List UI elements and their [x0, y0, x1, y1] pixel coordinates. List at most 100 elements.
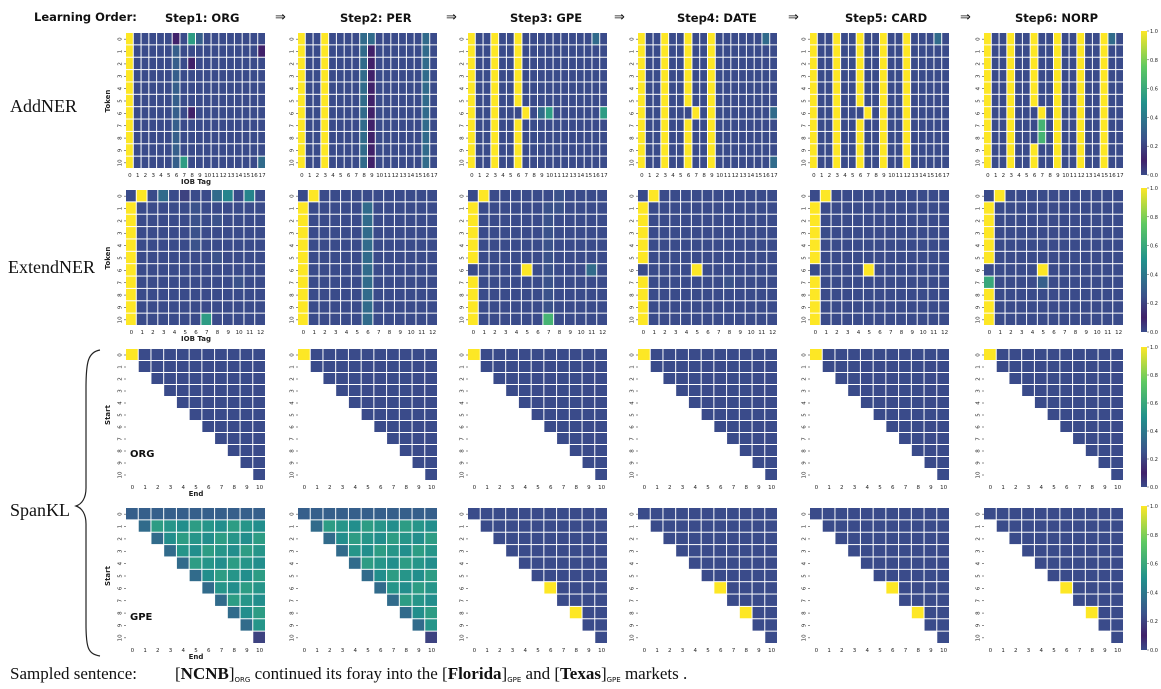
- heatmap-cell: [873, 397, 886, 408]
- heatmap-cell: [906, 227, 917, 239]
- heatmap-cell: [734, 202, 745, 214]
- heatmap-cell: [344, 94, 352, 107]
- x-tick-label: 5: [1025, 173, 1029, 179]
- heatmap-cell: [499, 45, 506, 57]
- x-tick-label: 8: [916, 485, 920, 491]
- heatmap-cell: [841, 94, 848, 107]
- heatmap-cell: [752, 606, 765, 619]
- heatmap-cell: [394, 227, 405, 239]
- heatmap-cell: [924, 508, 937, 520]
- heatmap-cell: [874, 202, 885, 214]
- heatmap-cell: [928, 301, 939, 313]
- x-tick-label: 2: [668, 485, 672, 491]
- heatmap-cell: [553, 70, 561, 82]
- heatmap-cell: [1027, 288, 1037, 301]
- heatmap-cell: [1048, 264, 1059, 276]
- heatmap-cell: [595, 385, 607, 396]
- heatmap-cell: [702, 251, 713, 264]
- heatmap-cell: [483, 45, 491, 57]
- heatmap-cell: [586, 214, 597, 227]
- y-tick-label: 2: [290, 219, 296, 223]
- heatmap-cell: [222, 264, 233, 276]
- heatmap-cell: [999, 45, 1007, 57]
- heatmap-cell: [240, 457, 253, 468]
- heatmap-cell: [321, 82, 329, 94]
- heatmap-cell: [911, 70, 918, 82]
- heatmap-cell: [172, 144, 180, 156]
- heatmap-cell: [895, 119, 903, 131]
- heatmap-cell: [1060, 373, 1073, 384]
- heatmap-cell: [422, 156, 430, 168]
- y-tick-label: 7: [976, 123, 982, 127]
- heatmap-cell: [416, 239, 427, 251]
- heatmap-cell: [595, 361, 607, 372]
- heatmap-cell: [352, 70, 360, 82]
- heatmap-cell: [770, 82, 777, 94]
- heatmap-cell: [833, 156, 841, 168]
- heatmap-cell: [133, 119, 141, 131]
- x-tick-label: 17: [1117, 173, 1124, 179]
- heatmap-cell: [765, 409, 777, 420]
- heatmap-cell: [202, 532, 215, 545]
- heatmap-cell: [1054, 33, 1061, 45]
- heatmap-cell: [147, 202, 158, 214]
- heatmap-cell: [842, 276, 853, 288]
- heatmap-cell: [1098, 557, 1111, 569]
- heatmap-cell: [638, 57, 645, 70]
- heatmap-cell: [189, 520, 202, 532]
- heatmap-cell: [1116, 82, 1123, 94]
- heatmap-cell: [723, 82, 731, 94]
- heatmap-cell: [157, 82, 164, 94]
- heatmap-cell: [700, 156, 707, 168]
- heatmap-cell: [362, 276, 373, 288]
- heatmap-cell: [887, 45, 895, 57]
- heatmap-cell: [544, 373, 557, 384]
- y-tick-label: 0: [290, 194, 296, 198]
- x-tick-label: 0: [131, 648, 135, 654]
- heatmap-cell: [1038, 144, 1046, 156]
- heatmap-cell: [176, 373, 189, 384]
- heatmap-cell: [765, 397, 777, 408]
- heatmap-cell: [1038, 45, 1046, 57]
- heatmap-cell: [126, 202, 136, 214]
- y-tick-label: 3: [118, 389, 124, 393]
- heatmap-cell: [321, 45, 329, 57]
- heatmap-cell: [506, 131, 514, 144]
- heatmap-cell: [506, 70, 514, 82]
- heatmap-cell: [468, 190, 478, 202]
- heatmap-cell: [475, 94, 483, 107]
- heatmap-cell: [298, 313, 308, 325]
- x-tick-label: 13: [1086, 173, 1093, 179]
- heatmap-cell: [164, 107, 172, 119]
- heatmap-cell: [179, 214, 190, 227]
- heatmap-cell: [500, 202, 511, 214]
- heatmap-cell: [399, 385, 412, 396]
- x-tick-label: 10: [920, 330, 927, 336]
- heatmap-cell: [368, 107, 375, 119]
- heatmap-cell: [569, 385, 582, 396]
- heatmap-cell: [172, 119, 180, 131]
- x-tick-label: 5: [536, 648, 540, 654]
- heatmap-cell: [310, 349, 323, 360]
- heatmap-cell: [215, 582, 227, 594]
- heatmap-cell: [416, 313, 427, 325]
- heatmap-cell: [329, 144, 336, 156]
- heatmap-cell: [387, 397, 399, 408]
- heatmap-cell: [663, 373, 676, 384]
- x-tick-label: 6: [891, 648, 895, 654]
- heatmap-cell: [196, 119, 203, 131]
- heatmap-cell: [1060, 520, 1073, 532]
- y-tick-label: 1: [118, 50, 124, 54]
- x-tick-label: 9: [569, 330, 573, 336]
- heatmap-cell: [928, 239, 939, 251]
- heatmap-cell: [841, 131, 848, 144]
- heatmap-cell: [937, 557, 949, 569]
- heatmap-cell: [810, 276, 820, 288]
- y-tick-label: 8: [118, 136, 124, 140]
- heatmap-cell: [880, 33, 887, 45]
- heatmap-cell: [406, 94, 414, 107]
- heatmap-cell: [1022, 349, 1034, 360]
- y-tick-label: 10: [802, 634, 808, 641]
- y-tick-label: 4: [976, 561, 982, 565]
- heatmap-cell: [595, 532, 607, 545]
